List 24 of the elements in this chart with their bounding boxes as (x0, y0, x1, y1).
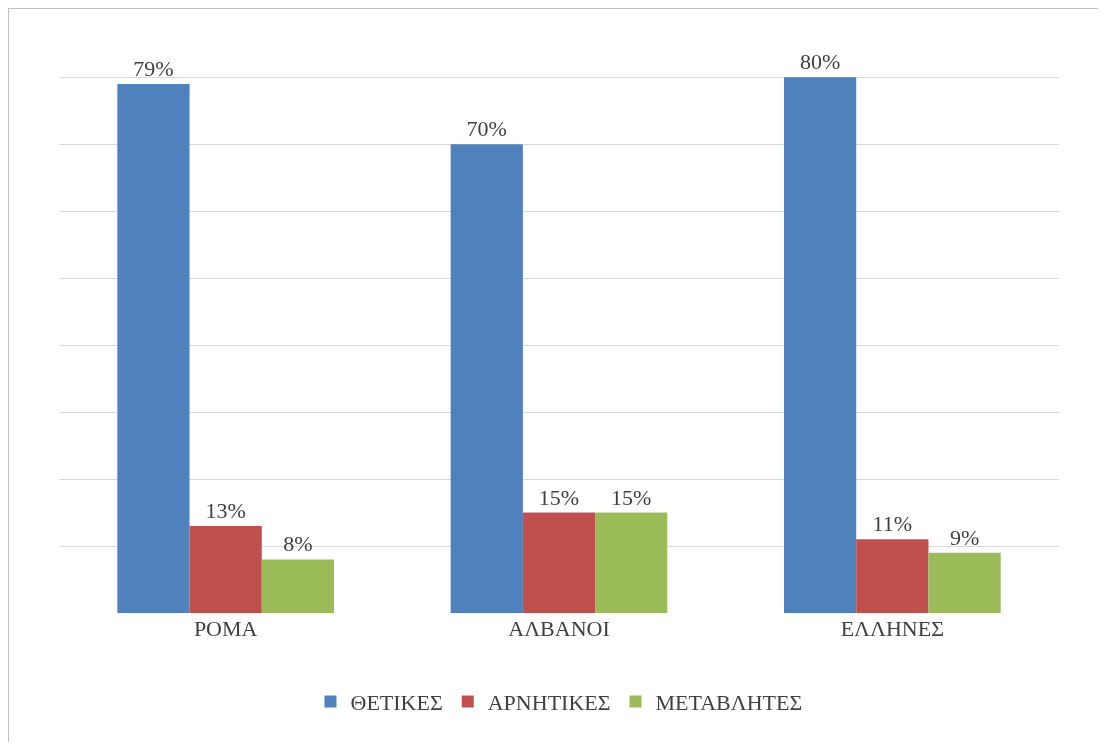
data-label: 8% (283, 531, 313, 557)
legend-label: ΘΕΤΙΚΕΣ (350, 690, 443, 716)
x-tick-label: ΕΛΛΗΝΕΣ (840, 616, 945, 641)
data-label: 79% (133, 55, 174, 81)
x-tick-label: ΑΛΒΑΝΟΙ (508, 616, 610, 641)
data-label: 80% (799, 49, 841, 75)
data-label: 11% (872, 511, 913, 537)
bar (450, 144, 523, 613)
bar (261, 559, 334, 613)
legend-label: ΜΕΤΑΒΛΗΤΕΣ (655, 690, 803, 716)
x-tick-label: ΡΟΜΑ (193, 616, 258, 641)
data-label: 15% (611, 484, 652, 510)
bar (784, 77, 857, 613)
legend-label: ΑΡΝΗΤΙΚΕΣ (487, 690, 611, 716)
bar (189, 525, 262, 613)
data-label: 15% (538, 484, 580, 510)
bar (522, 512, 596, 613)
data-label: 9% (949, 524, 980, 550)
bar (595, 512, 668, 613)
data-label: 13% (205, 497, 246, 523)
bar (856, 539, 929, 613)
bar (117, 83, 190, 613)
data-label: 70% (466, 116, 507, 142)
bar (928, 552, 1001, 613)
